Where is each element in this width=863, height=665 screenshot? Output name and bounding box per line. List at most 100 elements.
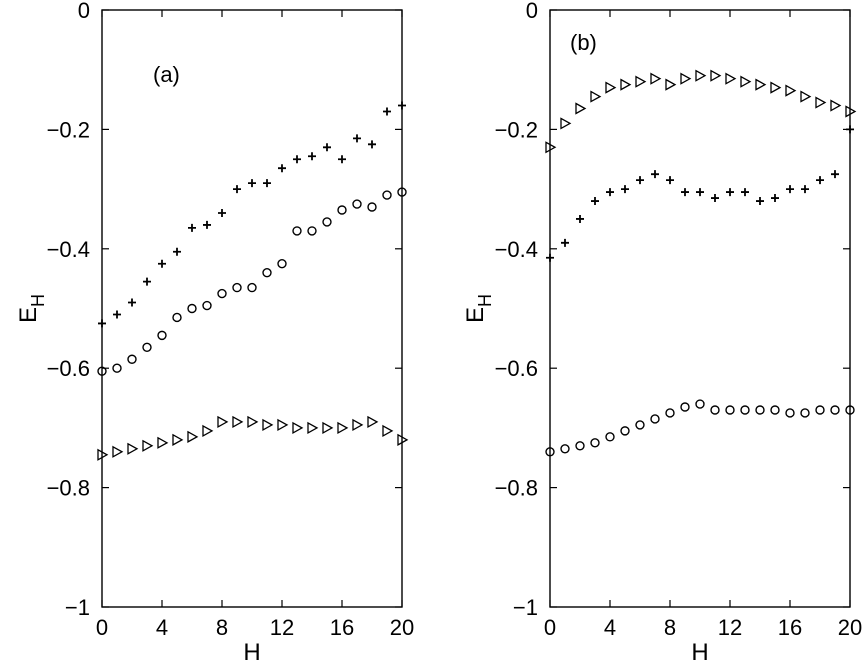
data-point-plus [621, 185, 629, 194]
x-tick-label: 16 [330, 615, 354, 640]
data-point-triangle [322, 421, 334, 435]
data-point-circle [277, 259, 287, 269]
data-point-circle [815, 405, 825, 415]
data-point-circle [620, 426, 630, 436]
data-point-circle [247, 282, 257, 293]
data-point-circle [112, 363, 122, 373]
series-triangle-right [545, 69, 857, 154]
data-point-plus [756, 197, 764, 206]
chart-panel-a: 0 4 8 12 16 20 0 −0.2 −0.4 −0.6 −0.8 −1 H EH (a) [15, 0, 414, 665]
y-tick-label: −0.8 [47, 476, 90, 501]
data-point-circle [710, 405, 720, 415]
x-tick-label: 12 [270, 615, 294, 640]
data-point-triangle [292, 421, 304, 435]
panel-label: (a) [153, 62, 180, 87]
data-point-circle [202, 300, 212, 311]
data-point-triangle [277, 418, 289, 432]
data-point-triangle [695, 69, 707, 82]
data-point-plus [666, 176, 674, 185]
data-point-plus [576, 214, 584, 223]
data-point-plus [771, 194, 779, 203]
data-point-circle [232, 282, 242, 293]
x-axis-label: H [691, 639, 708, 665]
y-axis-label: EH [15, 294, 48, 323]
data-point-circle [725, 405, 735, 415]
data-point-triangle [710, 69, 722, 82]
x-tick-label: 12 [718, 615, 742, 640]
data-point-plus [816, 176, 824, 185]
data-point-triangle [247, 415, 259, 429]
data-point-triangle [665, 78, 677, 91]
y-tick-label: 0 [78, 0, 90, 23]
data-point-circle [172, 312, 182, 323]
data-point-circle [217, 288, 227, 299]
data-point-plus [98, 319, 106, 328]
data-point-triangle [740, 75, 752, 88]
data-point-triangle [800, 90, 812, 103]
data-point-plus [398, 101, 406, 110]
data-point-circle [127, 354, 137, 364]
data-point-triangle [620, 78, 632, 91]
data-point-circle [545, 447, 555, 457]
data-point-circle [337, 205, 347, 215]
data-point-triangle [545, 141, 557, 154]
y-tick-label: −0.6 [495, 356, 538, 381]
data-point-triangle [830, 99, 842, 112]
data-point-circle [635, 420, 645, 430]
data-point-triangle [172, 433, 184, 446]
series-plus [98, 101, 406, 328]
data-point-plus [831, 170, 839, 179]
data-point-plus [173, 247, 181, 256]
y-tick-label: −1 [513, 595, 538, 620]
data-point-triangle [262, 418, 274, 432]
data-point-triangle [815, 96, 827, 109]
data-point-plus [711, 194, 719, 203]
data-point-plus [308, 152, 316, 161]
data-point-triangle [650, 72, 662, 85]
data-point-circle [830, 405, 840, 415]
data-point-triangle [367, 415, 379, 429]
data-point-plus [338, 155, 346, 164]
y-tick-label: −0.6 [47, 356, 90, 381]
data-point-circle [157, 330, 167, 341]
x-tick-label: 4 [604, 615, 616, 640]
data-point-plus [263, 179, 271, 188]
data-point-plus [203, 220, 211, 229]
data-point-circle [397, 187, 407, 197]
data-point-plus [741, 188, 749, 197]
data-point-triangle [232, 415, 244, 429]
data-point-plus [561, 238, 569, 247]
data-point-triangle [307, 421, 319, 435]
data-point-triangle [575, 102, 587, 115]
y-tick-label: −0.8 [495, 476, 538, 501]
data-point-circle [590, 438, 600, 448]
data-point-triangle [337, 421, 349, 435]
data-point-circle [262, 267, 272, 278]
data-point-plus [143, 277, 151, 286]
data-point-circle [187, 303, 197, 314]
data-point-circle [695, 399, 705, 409]
data-point-triangle [770, 81, 782, 94]
data-point-plus [846, 125, 854, 134]
data-point-triangle [127, 442, 139, 455]
data-point-plus [801, 185, 809, 194]
data-point-plus [158, 259, 166, 268]
data-point-circle [97, 366, 107, 376]
plot-frame [549, 9, 851, 608]
data-point-circle [605, 432, 615, 442]
data-point-plus [726, 188, 734, 197]
data-point-circle [650, 414, 660, 424]
series-triangle-right [97, 415, 409, 461]
x-tick-label: 0 [544, 615, 556, 640]
data-point-circle [575, 441, 585, 451]
data-point-circle [845, 405, 855, 415]
data-point-circle [680, 402, 690, 412]
data-point-triangle [635, 75, 647, 88]
data-point-circle [800, 408, 810, 418]
data-point-plus [383, 107, 391, 116]
x-tick-label: 8 [216, 615, 228, 640]
data-point-triangle [352, 418, 364, 432]
y-axis-label: EH [462, 294, 495, 323]
x-tick-label: 16 [778, 615, 802, 640]
data-point-circle [367, 202, 377, 212]
